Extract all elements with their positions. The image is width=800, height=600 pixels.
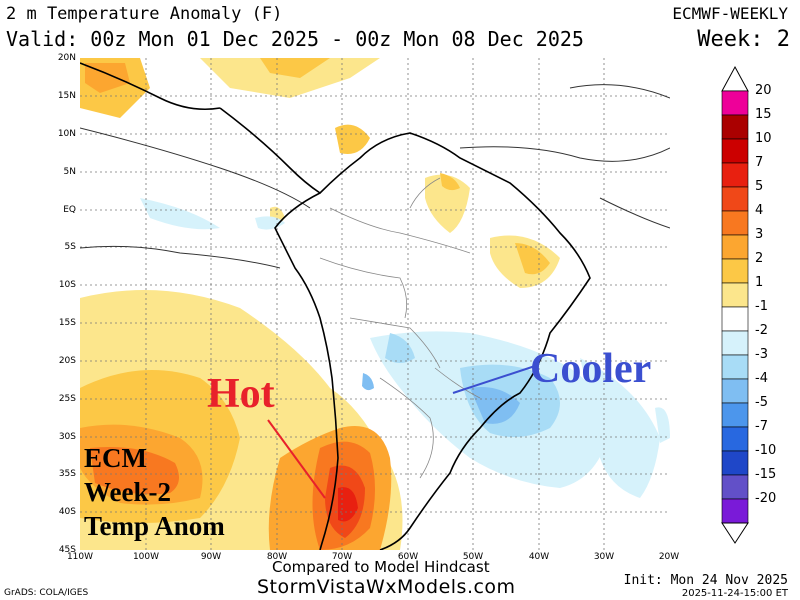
lat-label: 30S [58,432,76,442]
cool-anomaly-areas [140,198,670,498]
anomaly-map [80,58,670,550]
lat-label: 5S [64,242,76,252]
legend-value: 10 [755,131,772,146]
legend-value: -10 [755,443,777,458]
legend-swatch [721,210,749,236]
legend-swatch [721,330,749,356]
lat-label: 20S [58,356,76,366]
lon-label: 90W [200,552,222,562]
site-name: StormVistaWxModels.com [257,576,516,598]
legend-swatch [721,186,749,212]
legend-swatch [721,474,749,500]
legend-swatch [721,258,749,284]
legend-value: -3 [755,347,768,362]
map-title: 2 m Temperature Anomaly (F) [6,4,283,24]
legend-value: -20 [755,491,777,506]
cooler-pointer-line [452,365,536,394]
lon-label: 70W [331,552,353,562]
legend-value: 7 [755,155,764,170]
legend-swatch [721,114,749,140]
legend-value: -5 [755,395,768,410]
grads-credit: GrADS: COLA/IGES [4,588,89,598]
lon-label: 100W [132,552,160,562]
legend-value: 15 [755,107,772,122]
ecm-label-line: Week-2 [84,477,171,507]
lat-label: EQ [63,205,76,215]
warm-anomaly-areas [80,58,560,550]
model-name: ECMWF-WEEKLY [672,4,788,23]
country-borders [319,177,481,479]
zero-anomaly-contours [80,84,670,269]
legend-value: 2 [755,251,764,266]
ecm-label: ECM Week-2 Temp Anom [84,441,225,543]
lat-label: 10N [57,129,76,139]
lon-label: 110W [66,552,94,562]
hot-pointer-line [267,419,326,499]
legend-swatch [721,402,749,428]
legend-value: -15 [755,467,777,482]
timestamp: 2025-11-24-15:00 ET [681,588,788,599]
legend-bottom-arrow [721,522,749,544]
legend-value: -7 [755,419,768,434]
lon-label: 50W [462,552,484,562]
legend-swatch [721,234,749,260]
legend-value: -1 [755,299,768,314]
legend-value: 3 [755,227,764,242]
legend-swatch [721,498,749,524]
forecast-week: Week: 2 [697,27,790,52]
lon-label: 80W [266,552,288,562]
legend-value: 5 [755,179,764,194]
lon-label: 30W [593,552,615,562]
legend-value: 4 [755,203,764,218]
legend-swatch [721,90,749,116]
legend-swatch [721,282,749,308]
lat-label: 5N [63,167,76,177]
cooler-annotation: Cooler [530,346,652,392]
lat-label: 10S [58,280,76,290]
lon-label: 60W [397,552,419,562]
lat-label: 20N [57,53,76,63]
legend-value: -4 [755,371,768,386]
valid-period: Valid: 00z Mon 01 Dec 2025 - 00z Mon 08 … [6,27,584,51]
legend-swatch [721,378,749,404]
lon-label: 20W [658,552,680,562]
lat-label: 45S [58,545,76,555]
lat-label: 15N [57,91,76,101]
legend-swatch [721,306,749,332]
compared-note: Compared to Model Hindcast [272,558,490,576]
lon-label: 40W [528,552,550,562]
color-legend [721,65,749,544]
ecm-label-line: Temp Anom [84,511,225,541]
coastline [80,62,591,550]
legend-value: -2 [755,323,768,338]
legend-top-arrow [721,65,749,92]
lat-label: 15S [58,318,76,328]
legend-value: 20 [755,83,772,98]
legend-swatch [721,138,749,164]
lat-label: 40S [58,507,76,517]
map-canvas [80,58,670,550]
legend-swatch [721,354,749,380]
legend-swatch [721,426,749,452]
init-time: Init: Mon 24 Nov 2025 [623,573,788,588]
lat-label: 25S [58,394,76,404]
legend-value: 1 [755,275,764,290]
legend-swatch [721,450,749,476]
lat-label: 35S [58,469,76,479]
hot-annotation: Hot [207,371,275,417]
legend-swatch [721,162,749,188]
ecm-label-line: ECM [84,443,147,473]
